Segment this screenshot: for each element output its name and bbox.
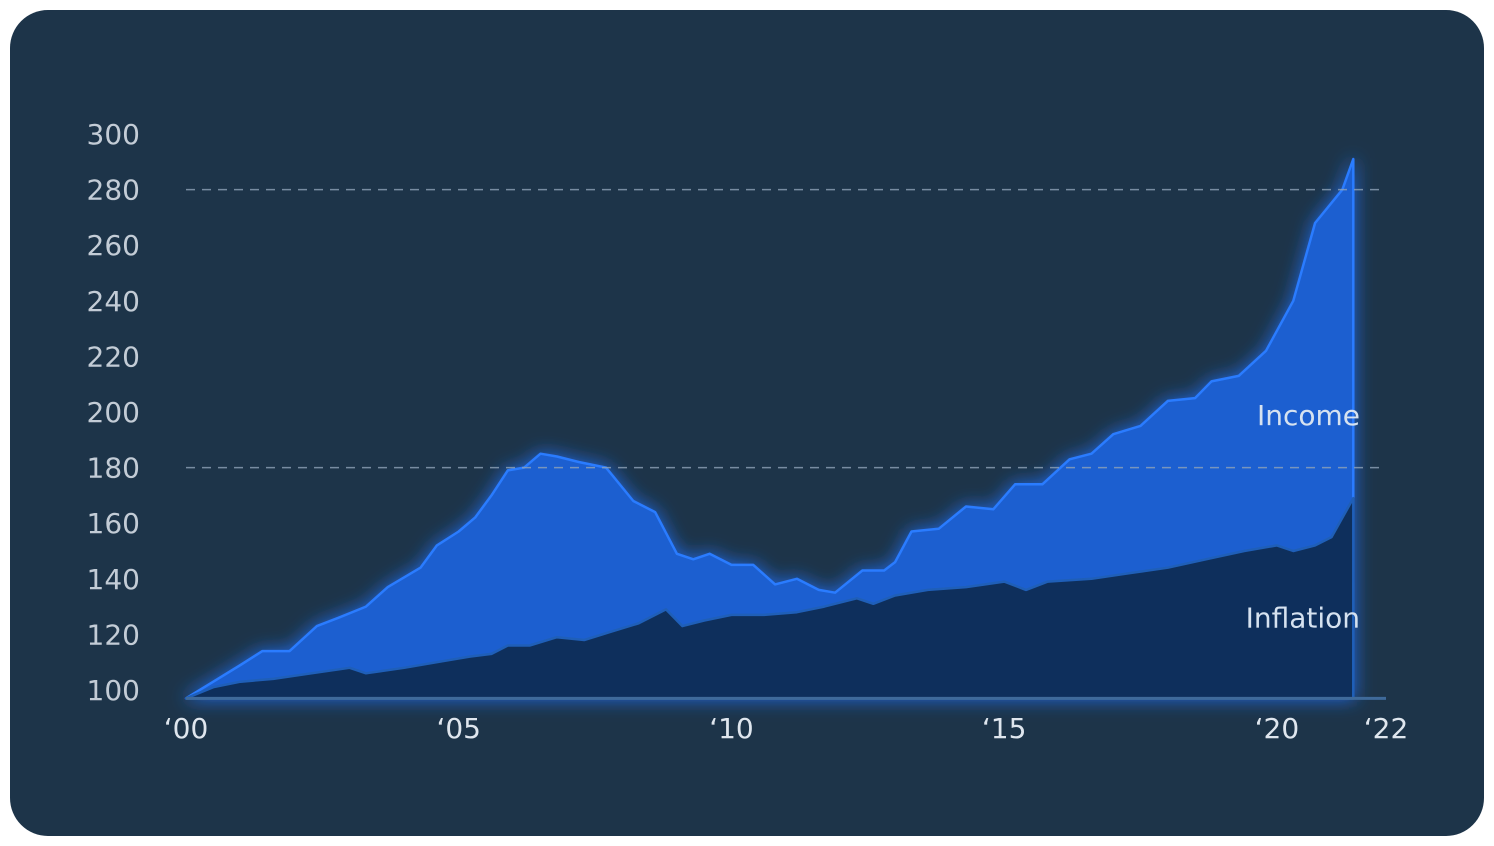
- y-tick-label: 240: [87, 285, 140, 318]
- series-labels: Income Inflation: [1246, 399, 1360, 635]
- y-tick-label: 280: [87, 174, 140, 207]
- area-chart: 100 120 140 160 180 200 220 240 260 280 300 ‘00 ‘05…: [87, 118, 1409, 745]
- series-label-income: Income: [1257, 399, 1360, 432]
- area-inflation: [184, 496, 1355, 700]
- x-tick-label: ‘00: [164, 712, 209, 745]
- y-tick-label: 200: [87, 396, 140, 429]
- area-income: [184, 157, 1355, 700]
- series-label-inflation: Inflation: [1246, 602, 1360, 635]
- chart-card: 100 120 140 160 180 200 220 240 260 280 300 ‘00 ‘05…: [10, 10, 1484, 836]
- y-tick-label: 220: [87, 340, 140, 373]
- reference-lines: [186, 188, 1386, 469]
- y-axis: 100 120 140 160 180 200 220 240 260 280 300: [87, 118, 140, 707]
- x-tick-label: ‘10: [709, 712, 754, 745]
- y-tick-label: 160: [87, 507, 140, 540]
- x-tick-label: ‘22: [1364, 712, 1409, 745]
- x-tick-label: ‘15: [982, 712, 1027, 745]
- plot-areas: [184, 157, 1386, 700]
- y-tick-label: 140: [87, 563, 140, 596]
- x-tick-label: ‘20: [1255, 712, 1300, 745]
- x-axis: ‘00 ‘05 ‘10 ‘15 ‘20 ‘22: [164, 712, 1409, 745]
- x-tick-label: ‘05: [436, 712, 481, 745]
- y-tick-label: 100: [87, 674, 140, 707]
- y-tick-label: 180: [87, 452, 140, 485]
- y-tick-label: 260: [87, 229, 140, 262]
- y-tick-label: 300: [87, 118, 140, 151]
- y-tick-label: 120: [87, 618, 140, 651]
